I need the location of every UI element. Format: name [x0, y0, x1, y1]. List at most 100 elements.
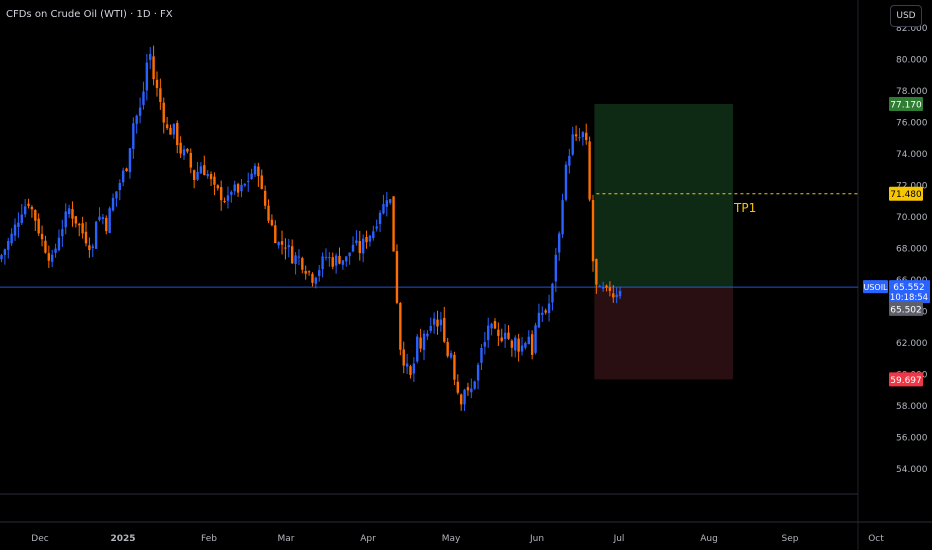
candle [365, 230, 368, 249]
candle-body [368, 235, 372, 242]
candle-body [64, 211, 67, 228]
candle-body [213, 176, 216, 185]
candle-body [558, 233, 561, 253]
candle [17, 212, 20, 238]
candle-body [44, 240, 47, 253]
candle [247, 172, 250, 192]
x-tick-label: Jun [529, 534, 544, 544]
candle [91, 243, 94, 258]
candle [189, 148, 192, 174]
candle [507, 325, 510, 340]
candle-body [297, 256, 301, 258]
candle [71, 201, 74, 227]
candle-body [453, 354, 456, 380]
candle-body [375, 226, 378, 229]
candle [382, 194, 385, 215]
candle [192, 169, 196, 189]
candle [436, 310, 439, 335]
candle [3, 248, 7, 265]
candle [27, 198, 30, 209]
candle-body [40, 233, 44, 240]
candle [40, 225, 44, 247]
candle [392, 196, 395, 252]
candle-body [267, 205, 270, 221]
candle [351, 236, 355, 253]
candle-body [514, 337, 517, 351]
candle-body [500, 337, 503, 341]
candle-body [547, 303, 551, 314]
candle-body [94, 221, 98, 249]
candle-body [311, 273, 314, 283]
candle-body [605, 285, 608, 288]
candle [375, 219, 378, 232]
prev-price-tag-text: 65.502 [890, 305, 922, 315]
x-tick-label: Sep [782, 534, 799, 544]
candle [554, 247, 558, 293]
candle-body [138, 107, 142, 116]
candle [578, 128, 581, 142]
candle-body [365, 236, 368, 243]
candle-body [395, 251, 399, 303]
candle-body [426, 333, 429, 337]
candle [615, 287, 618, 304]
candle-body [135, 115, 138, 124]
y-tick-label: 74.000 [896, 150, 928, 160]
y-tick-label: 80.000 [896, 55, 928, 65]
candle-body [301, 258, 304, 270]
candle [568, 148, 571, 174]
candle [253, 163, 257, 178]
candle-body [304, 270, 307, 274]
candle [74, 216, 78, 228]
candle [165, 116, 169, 130]
candle [429, 317, 432, 334]
candle-body [165, 124, 169, 129]
candle-body [503, 332, 507, 340]
candle [236, 182, 240, 197]
candle-body [280, 241, 284, 245]
currency-button[interactable]: USD [890, 5, 922, 27]
y-tick-label: 76.000 [896, 118, 928, 128]
candle-body [612, 293, 615, 298]
candle-body [3, 249, 7, 255]
candle-body [534, 325, 537, 353]
candle [233, 180, 236, 195]
candle [595, 258, 598, 294]
candle-body [318, 270, 321, 276]
candle [277, 241, 280, 249]
candle-body [101, 217, 105, 219]
candle-body [399, 303, 402, 350]
candle [257, 162, 260, 187]
candle-body [287, 245, 290, 248]
prev-price-tag: 65.502 [889, 301, 923, 316]
profit-zone [594, 104, 733, 288]
candle-body [334, 255, 338, 266]
candle-body [128, 148, 132, 173]
candle [115, 191, 118, 207]
candle-body [578, 137, 581, 139]
candle-body [98, 216, 101, 220]
candle-body [236, 184, 240, 193]
candle-body [294, 255, 297, 264]
candle-body [459, 394, 463, 405]
candle-body [243, 183, 247, 186]
candle [588, 136, 591, 202]
candle [466, 382, 470, 396]
candle [250, 168, 253, 180]
candle-body [338, 255, 341, 264]
y-tick-label: 70.000 [896, 213, 928, 223]
candle-body [250, 173, 253, 179]
candle [372, 225, 375, 241]
candle-body [446, 342, 449, 357]
candle-body [162, 102, 165, 123]
candle-body [568, 155, 571, 166]
candle [574, 125, 578, 141]
candle [179, 136, 182, 158]
candle [534, 322, 537, 355]
candle-body [510, 340, 514, 348]
tp1-price-tag: 71.480 [889, 186, 923, 201]
candle-body [199, 166, 203, 174]
candle [47, 245, 51, 268]
candle-body [118, 183, 121, 191]
candle [487, 317, 490, 348]
